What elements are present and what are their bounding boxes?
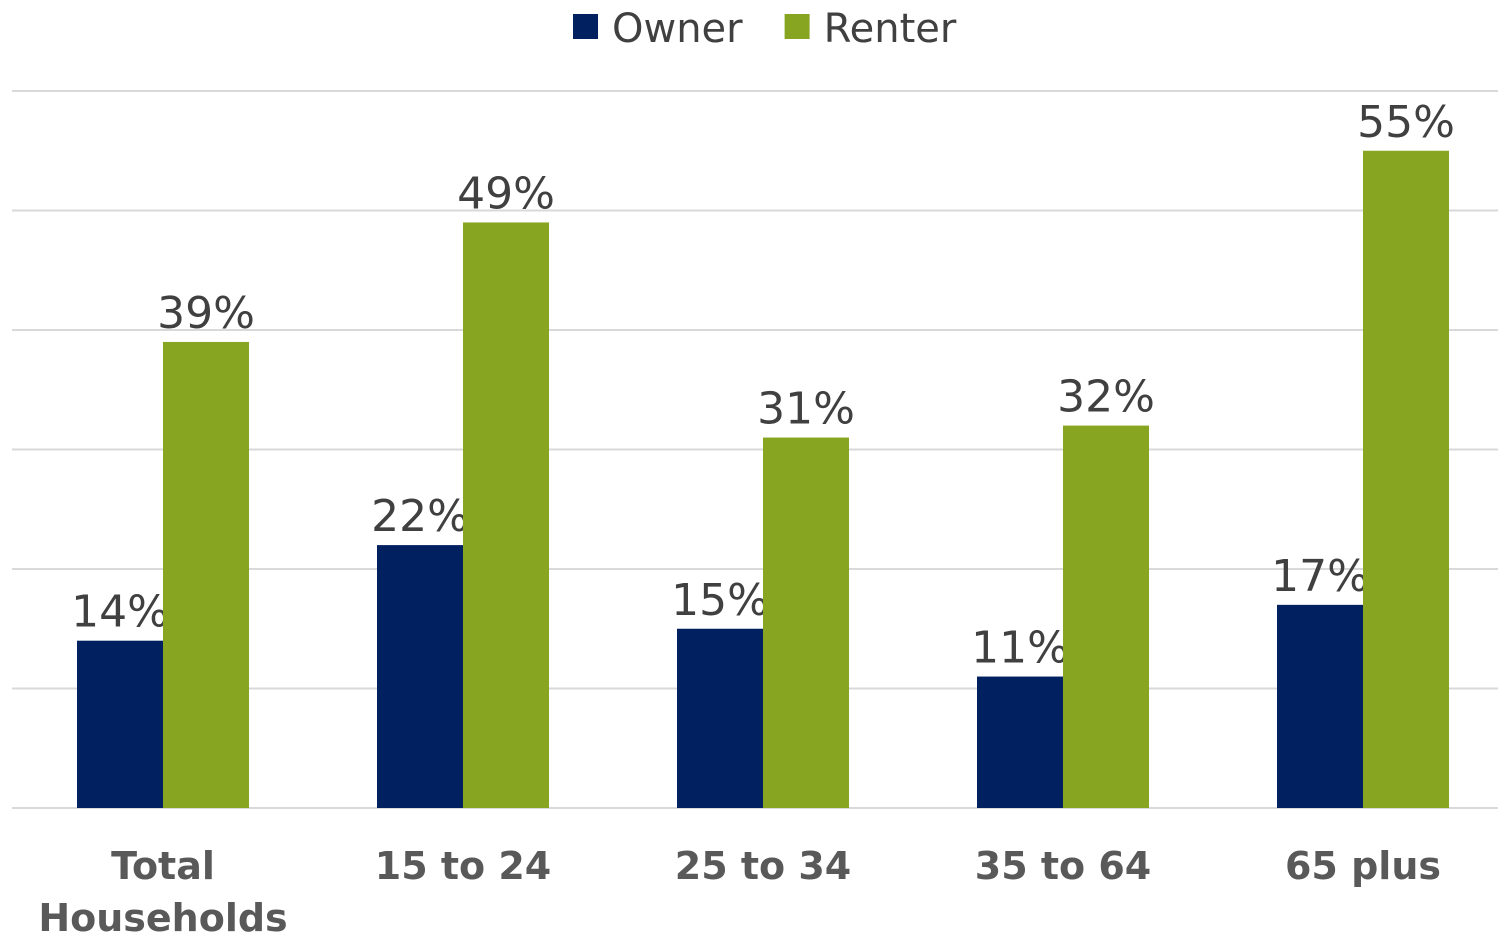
bar [677, 628, 763, 808]
legend-swatch [573, 14, 598, 39]
data-label: 11% [971, 623, 1069, 674]
bar [377, 545, 463, 808]
x-tick-label: Total Households [38, 844, 288, 937]
bar [1363, 150, 1449, 808]
data-label: 15% [671, 575, 769, 626]
data-label: 55% [1357, 97, 1455, 148]
data-label: 39% [157, 288, 255, 339]
data-label: 31% [757, 384, 855, 435]
bar [763, 437, 849, 808]
bar [1063, 425, 1149, 808]
data-label: 17% [1271, 551, 1369, 602]
x-tick-label: 65 plus [1284, 844, 1441, 888]
x-tick-label: 25 to 34 [674, 844, 852, 888]
bar [463, 222, 549, 808]
x-tick-label: 35 to 64 [974, 844, 1152, 888]
data-label: 49% [457, 168, 555, 219]
legend-label: Renter [824, 6, 957, 52]
bar [77, 640, 163, 808]
legend-swatch [784, 14, 810, 39]
bar [163, 341, 249, 808]
bar [1277, 604, 1363, 808]
legend-label: Owner [612, 6, 743, 52]
data-label: 22% [371, 491, 469, 542]
data-label: 32% [1057, 372, 1155, 423]
x-tick-label: 15 to 24 [374, 844, 552, 888]
data-label: 14% [71, 587, 169, 638]
bar [977, 676, 1063, 808]
